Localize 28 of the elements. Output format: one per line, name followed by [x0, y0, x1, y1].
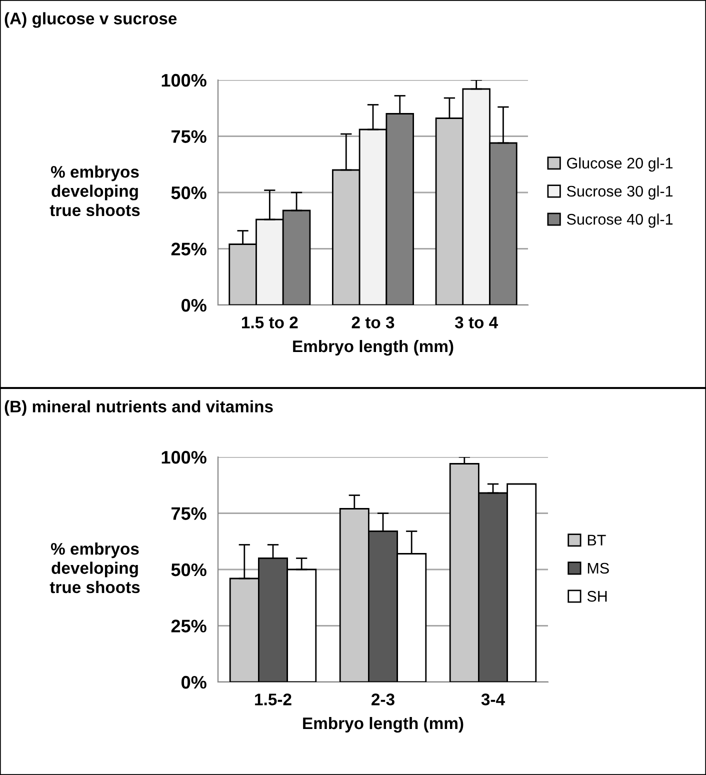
y-axis-title: % embryos developing true shoots: [50, 542, 140, 594]
y-axis-title: % embryos developing true shoots: [50, 166, 140, 216]
legend-label: SH: [587, 590, 607, 602]
x-axis-title: Embryo length (mm): [303, 716, 464, 733]
x-tick-label: 1.5-2: [255, 694, 292, 706]
chart-title: (A) glucose v sucrose: [4, 12, 177, 28]
y-tick-label: 50%: [171, 186, 206, 200]
x-tick-label: 1.5 to 2: [242, 316, 298, 328]
x-tick-label: 2 to 3: [352, 316, 394, 328]
x-axis-title: Embryo length (mm): [293, 340, 454, 356]
y-tick-label: 50%: [171, 563, 206, 576]
legend-label: Sucrose 30 gl-1: [566, 185, 673, 200]
legend-label: BT: [588, 534, 606, 546]
legend-label: Sucrose 40 gl-1: [566, 213, 673, 228]
y-tick-label: 25%: [171, 620, 206, 632]
chart-title: (B) mineral nutrients and vitamins: [4, 400, 273, 416]
x-tick-label: 2-3: [372, 694, 394, 706]
y-tick-label: 25%: [171, 242, 206, 256]
y-tick-label: 100%: [162, 450, 206, 464]
y-tick-label: 100%: [162, 74, 206, 87]
y-tick-label: 0%: [182, 298, 206, 312]
y-tick-label: 0%: [182, 676, 206, 689]
legend-label: Glucose 20 gl-1: [567, 157, 673, 172]
y-tick-label: 75%: [172, 130, 206, 143]
y-tick-label: 75%: [172, 507, 206, 520]
x-tick-label: 3 to 4: [454, 316, 498, 328]
legend-label: MS: [588, 562, 609, 574]
x-tick-label: 3-4: [481, 694, 505, 706]
